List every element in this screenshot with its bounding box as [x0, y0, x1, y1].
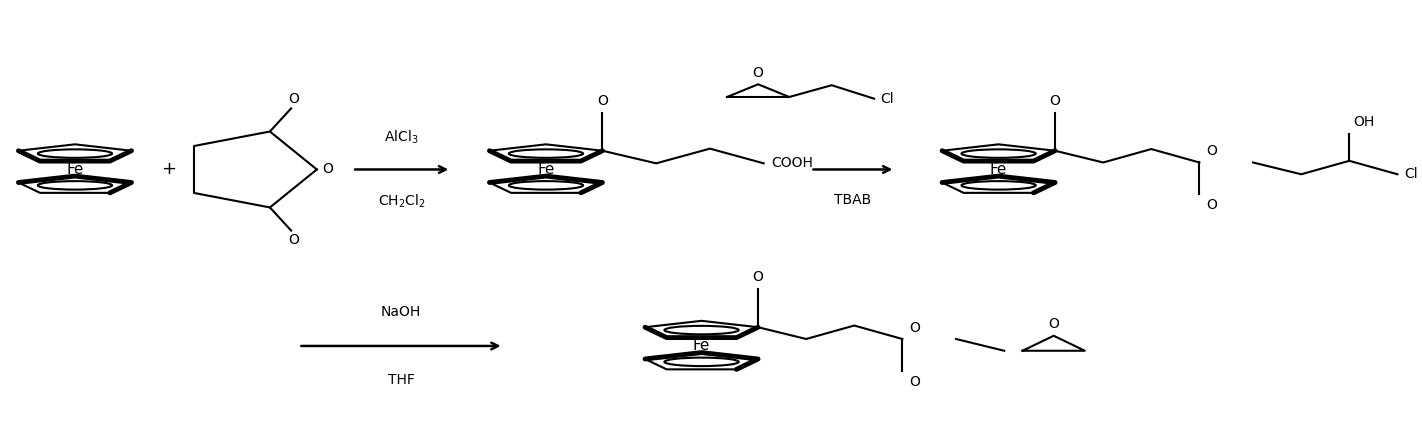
Text: TBAB: TBAB: [835, 192, 872, 206]
Text: O: O: [910, 375, 920, 389]
Text: THF: THF: [388, 373, 414, 387]
Text: O: O: [1206, 198, 1217, 212]
Text: O: O: [752, 66, 764, 80]
Text: O: O: [1048, 317, 1059, 331]
Text: Cl: Cl: [880, 92, 893, 106]
Text: O: O: [289, 233, 300, 247]
Text: OH: OH: [1354, 115, 1375, 129]
Text: Fe: Fe: [990, 162, 1007, 177]
Text: Fe: Fe: [67, 162, 84, 177]
Text: O: O: [1049, 94, 1061, 108]
Text: O: O: [1206, 144, 1217, 158]
Text: O: O: [752, 270, 764, 284]
Text: Fe: Fe: [693, 338, 710, 354]
Text: CH$_2$Cl$_2$: CH$_2$Cl$_2$: [378, 192, 425, 210]
Text: Fe: Fe: [538, 162, 555, 177]
Text: NaOH: NaOH: [381, 305, 421, 319]
Text: +: +: [161, 160, 176, 179]
Text: AlCl$_3$: AlCl$_3$: [384, 129, 419, 146]
Text: O: O: [597, 94, 607, 108]
Text: COOH: COOH: [771, 157, 812, 170]
Text: O: O: [910, 321, 920, 335]
Text: Cl: Cl: [1405, 167, 1418, 181]
Text: O: O: [289, 92, 300, 106]
Text: O: O: [323, 162, 333, 176]
